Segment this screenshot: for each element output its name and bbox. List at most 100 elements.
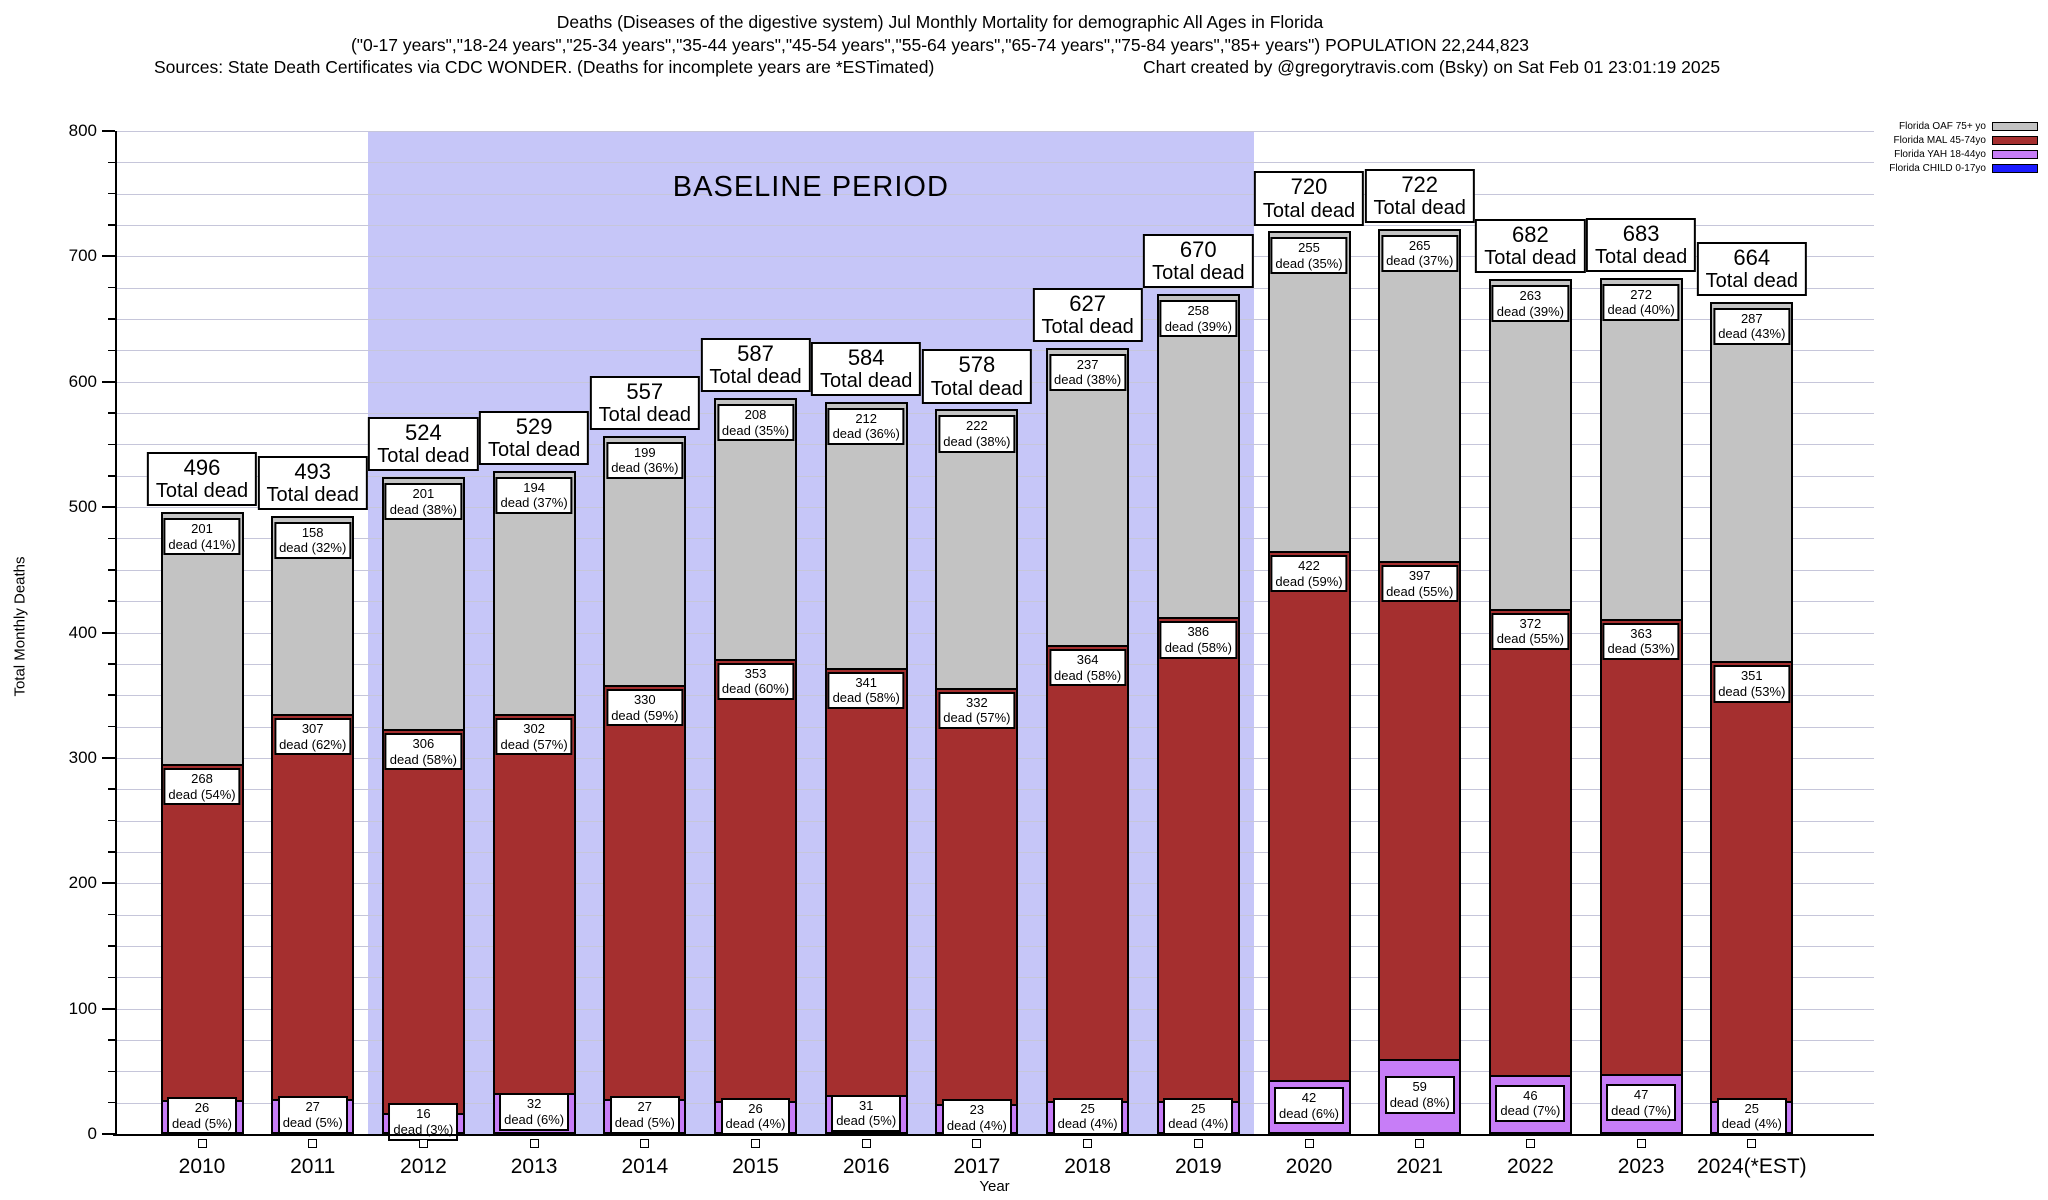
total-dead-count: 524	[405, 420, 442, 446]
total-dead-text: Total dead	[1152, 262, 1245, 285]
legend-swatch-mal	[1992, 136, 2038, 145]
y-minor-tick	[108, 1039, 115, 1041]
x-tick-label-2012: 2012	[400, 1155, 447, 1178]
bar-segment-oaf	[1046, 347, 1130, 648]
y-minor-tick	[108, 851, 115, 853]
x-tick-label-2022: 2022	[1507, 1155, 1554, 1178]
yah-segment-label: 25 dead (4%)	[1716, 1097, 1787, 1135]
y-major-tick	[102, 631, 115, 634]
y-minor-tick	[108, 694, 115, 696]
total-dead-text: Total dead	[487, 439, 581, 462]
child-zero-marker	[197, 1139, 207, 1148]
x-tick-label-2011: 2011	[290, 1155, 336, 1178]
oaf-segment-label: 212 dead (36%)	[827, 407, 905, 445]
bar-segment-mal	[492, 713, 576, 1095]
x-tick-label-2021: 2021	[1396, 1155, 1444, 1178]
y-tick-label: 300	[68, 747, 97, 767]
bar-segment-mal	[381, 729, 465, 1115]
y-major-tick	[102, 255, 115, 258]
total-dead-count: 578	[958, 352, 996, 378]
bar-segment-oaf	[1599, 277, 1683, 621]
mal-segment-label: 353 dead (60%)	[716, 662, 795, 701]
total-dead-label: 529 Total dead	[478, 410, 590, 466]
x-tick-label-2013: 2013	[510, 1155, 558, 1178]
y-tick-label: 600	[68, 371, 97, 391]
bar-segment-mal	[935, 687, 1019, 1106]
mal-segment-label: 363 dead (53%)	[1602, 622, 1680, 660]
total-dead-label: 682 Total dead	[1475, 218, 1586, 274]
bar-segment-mal	[1267, 551, 1351, 1083]
x-tick-label-2020: 2020	[1285, 1155, 1333, 1178]
total-dead-count: 496	[183, 455, 221, 481]
y-tick-label: 500	[68, 497, 97, 517]
y-gridline	[115, 287, 1874, 289]
total-dead-text: Total dead	[1705, 269, 1798, 292]
y-minor-tick	[108, 1070, 115, 1073]
mal-segment-label: 397 dead (55%)	[1381, 565, 1459, 603]
total-dead-count: 587	[737, 341, 774, 367]
x-tick-label-2024(*EST): 2024(*EST)	[1696, 1155, 1807, 1178]
bar-segment-mal	[1378, 561, 1462, 1061]
x-tick-label-2010: 2010	[178, 1155, 226, 1178]
y-gridline	[115, 225, 1874, 227]
baseline-period-label: BASELINE PERIOD	[672, 171, 949, 203]
mal-segment-label: 341 dead (58%)	[827, 671, 905, 709]
total-dead-label: 578 Total dead	[921, 349, 1033, 404]
total-dead-count: 722	[1401, 171, 1439, 197]
child-zero-marker	[308, 1139, 318, 1148]
oaf-segment-label: 158 dead (32%)	[274, 521, 352, 560]
y-minor-tick	[108, 819, 115, 822]
y-minor-tick	[108, 537, 115, 540]
x-axis-title: Year	[979, 1178, 1010, 1195]
total-dead-count: 683	[1622, 220, 1660, 246]
bar-segment-oaf	[824, 401, 908, 670]
yah-segment-label: 32 dead (6%)	[499, 1093, 570, 1131]
y-gridline	[115, 162, 1874, 164]
oaf-segment-label: 272 dead (40%)	[1602, 283, 1680, 321]
total-dead-count: 627	[1069, 290, 1106, 316]
y-minor-tick	[108, 349, 115, 352]
total-dead-text: Total dead	[155, 480, 249, 503]
y-minor-tick	[108, 475, 115, 477]
y-gridline	[115, 193, 1874, 195]
yah-segment-label: 27 dead (5%)	[277, 1096, 348, 1134]
x-tick-label-2023: 2023	[1617, 1155, 1665, 1178]
bar-segment-mal	[160, 764, 244, 1103]
oaf-segment-label: 201 dead (38%)	[384, 483, 462, 521]
chart-subtitle: ("0-17 years","18-24 years","25-34 years…	[350, 35, 1530, 55]
y-minor-tick	[108, 286, 115, 289]
bar-segment-mal	[1710, 661, 1794, 1104]
x-tick-label-2015: 2015	[732, 1155, 779, 1178]
total-dead-count: 493	[294, 458, 332, 484]
x-tick-label-2016: 2016	[842, 1155, 890, 1178]
y-minor-tick	[108, 913, 115, 916]
mal-segment-label: 306 dead (58%)	[384, 733, 462, 771]
legend-label-oaf: Florida OAF 75+ yo	[1899, 121, 1986, 132]
x-tick-label-2018: 2018	[1064, 1155, 1111, 1178]
yah-segment-label: 27 dead (5%)	[609, 1096, 680, 1134]
y-gridline	[115, 131, 1874, 132]
mal-segment-label: 332 dead (57%)	[938, 691, 1016, 729]
oaf-segment-label: 201 dead (41%)	[163, 518, 241, 556]
total-dead-text: Total dead	[1041, 316, 1134, 339]
child-zero-marker	[640, 1139, 650, 1148]
x-tick-label-2014: 2014	[621, 1155, 669, 1178]
total-dead-label: 627 Total dead	[1032, 287, 1143, 343]
chart-title: Deaths (Diseases of the digestive system…	[556, 12, 1324, 32]
y-minor-tick	[108, 600, 115, 602]
mal-segment-label: 268 dead (54%)	[163, 768, 241, 806]
legend-label-yah: Florida YAH 18-44yo	[1894, 149, 1986, 160]
yah-segment-label: 26 dead (5%)	[167, 1097, 237, 1135]
y-minor-tick	[108, 161, 115, 164]
legend: Florida OAF 75+ yo Florida MAL 45-74yo Flo…	[1889, 120, 2038, 175]
bar-segment-mal	[714, 658, 797, 1104]
total-dead-count: 529	[515, 413, 553, 439]
y-tick-label: 100	[68, 998, 97, 1018]
total-dead-text: Total dead	[930, 377, 1024, 400]
chart-credit: Chart created by @gregorytravis.com (Bsk…	[1143, 57, 1721, 77]
y-tick-label: 200	[68, 873, 97, 893]
bar-segment-mal	[1599, 618, 1683, 1076]
total-dead-count: 584	[847, 344, 885, 370]
bar-segment-oaf	[714, 398, 797, 661]
bar-segment-oaf	[1488, 278, 1572, 611]
